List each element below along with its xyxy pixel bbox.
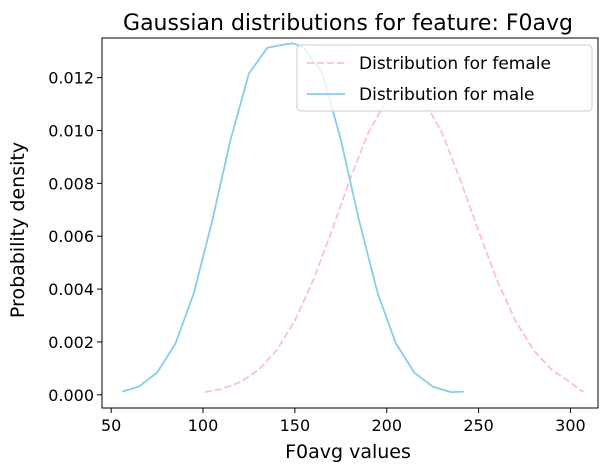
plot-frame <box>101 37 599 409</box>
series-line-male <box>121 42 464 394</box>
legend-label-male: Distribution for male <box>359 85 535 105</box>
plot-area: 50 100 150 200 250 300 0.000 0.002 0.004 0.006 0.0… <box>48 37 599 435</box>
y-tick-label: 0.004 <box>48 280 94 299</box>
legend: Distribution for female Distribution for … <box>296 44 593 112</box>
legend-box <box>296 44 593 112</box>
chart-title: Gaussian distributions for feature: F0av… <box>123 11 573 36</box>
x-tick-label: 200 <box>371 416 402 435</box>
x-tick-label: 300 <box>555 416 586 435</box>
legend-label-female: Distribution for female <box>359 54 551 74</box>
x-tick-label: 50 <box>101 416 121 435</box>
y-tick-label: 0.000 <box>48 386 94 405</box>
y-axis-label: Probability density <box>7 142 29 318</box>
x-axis-label: F0avg values <box>285 441 411 463</box>
x-tick-label: 150 <box>280 416 311 435</box>
y-tick-label: 0.010 <box>48 122 94 141</box>
y-tick-label: 0.002 <box>48 333 94 352</box>
y-tick-label: 0.006 <box>48 227 94 246</box>
y-tick-label: 0.008 <box>48 174 94 193</box>
x-tick-label: 250 <box>463 416 494 435</box>
y-tick-label: 0.012 <box>48 69 94 88</box>
x-tick-label: 100 <box>188 416 219 435</box>
